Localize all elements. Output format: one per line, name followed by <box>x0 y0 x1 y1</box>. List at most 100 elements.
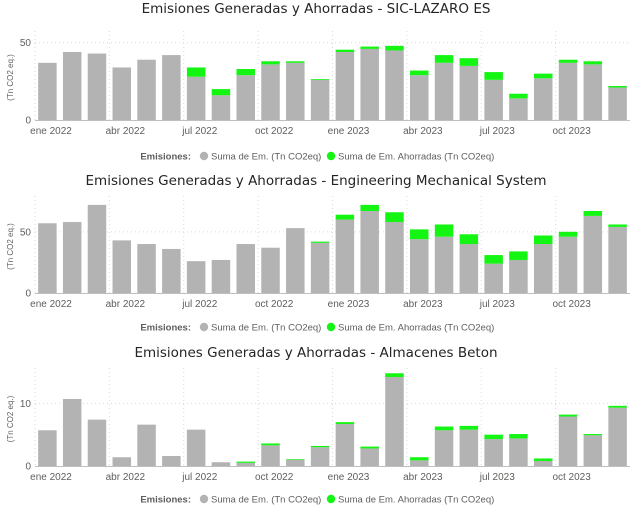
bar-saved-8[interactable] <box>211 89 231 96</box>
bar-saved-22[interactable] <box>558 59 578 63</box>
bar-generated-19[interactable] <box>484 263 503 293</box>
bar-generated-13[interactable] <box>335 424 355 466</box>
bar-generated-15[interactable] <box>385 377 404 466</box>
bar-saved-19[interactable] <box>484 434 503 440</box>
bar-generated-16[interactable] <box>410 460 429 466</box>
bar-generated-10[interactable] <box>261 247 280 293</box>
bar-saved-19[interactable] <box>484 255 503 264</box>
bar-saved-7[interactable] <box>186 67 206 77</box>
bar-generated-2[interactable] <box>62 398 82 466</box>
bar-saved-24[interactable] <box>608 86 627 88</box>
bar-saved-14[interactable] <box>360 446 379 449</box>
bar-saved-23[interactable] <box>583 211 603 216</box>
bar-generated-5[interactable] <box>137 424 156 466</box>
bar-generated-1[interactable] <box>38 62 57 120</box>
bar-saved-16[interactable] <box>410 70 429 76</box>
bar-saved-11[interactable] <box>286 61 305 63</box>
bar-saved-10[interactable] <box>261 443 280 446</box>
bar-saved-16[interactable] <box>410 229 429 240</box>
bar-generated-16[interactable] <box>410 239 429 293</box>
bar-generated-10[interactable] <box>261 64 280 120</box>
bar-saved-22[interactable] <box>558 231 578 237</box>
bar-generated-13[interactable] <box>335 52 355 120</box>
bar-saved-16[interactable] <box>410 457 429 461</box>
bar-saved-9[interactable] <box>236 461 255 463</box>
bar-generated-14[interactable] <box>360 211 379 293</box>
bar-generated-21[interactable] <box>533 244 553 293</box>
bar-saved-17[interactable] <box>434 426 454 431</box>
bar-generated-22[interactable] <box>558 236 578 293</box>
bar-generated-15[interactable] <box>385 222 404 293</box>
bar-saved-15[interactable] <box>385 45 404 51</box>
bar-generated-3[interactable] <box>87 419 107 466</box>
legend-item-generated[interactable]: Suma de Em. (Tn CO2eq) <box>211 495 321 506</box>
bar-generated-7[interactable] <box>186 261 206 293</box>
bar-generated-13[interactable] <box>335 219 355 293</box>
bar-saved-15[interactable] <box>385 373 404 378</box>
bar-generated-6[interactable] <box>162 455 181 466</box>
bar-saved-19[interactable] <box>484 72 503 80</box>
bar-generated-22[interactable] <box>558 416 578 466</box>
bar-saved-24[interactable] <box>608 405 627 408</box>
bar-generated-19[interactable] <box>484 79 503 120</box>
legend-item-generated[interactable]: Suma de Em. (Tn CO2eq) <box>211 152 321 163</box>
bar-generated-24[interactable] <box>608 87 627 120</box>
bar-saved-21[interactable] <box>533 73 553 79</box>
bar-generated-17[interactable] <box>434 430 454 466</box>
bar-generated-11[interactable] <box>286 459 305 466</box>
bar-saved-22[interactable] <box>558 414 578 417</box>
bar-saved-9[interactable] <box>236 69 255 76</box>
bar-generated-21[interactable] <box>533 78 553 120</box>
bar-generated-22[interactable] <box>558 62 578 120</box>
bar-generated-5[interactable] <box>137 59 156 120</box>
bar-generated-2[interactable] <box>62 52 82 120</box>
bar-generated-9[interactable] <box>236 75 255 120</box>
bar-generated-1[interactable] <box>38 223 57 293</box>
bar-saved-23[interactable] <box>583 61 603 65</box>
bar-saved-12[interactable] <box>310 241 330 243</box>
bar-generated-15[interactable] <box>385 50 404 120</box>
bar-generated-3[interactable] <box>87 204 107 293</box>
bar-saved-17[interactable] <box>434 224 454 237</box>
bar-saved-14[interactable] <box>360 204 379 212</box>
bar-generated-9[interactable] <box>236 462 255 466</box>
legend-item-generated[interactable]: Suma de Em. (Tn CO2eq) <box>211 323 321 334</box>
bar-generated-5[interactable] <box>137 244 156 293</box>
bar-generated-10[interactable] <box>261 445 280 466</box>
bar-generated-11[interactable] <box>286 228 305 293</box>
bar-generated-17[interactable] <box>434 62 454 120</box>
bar-saved-21[interactable] <box>533 458 553 461</box>
bar-saved-10[interactable] <box>261 61 280 65</box>
bar-generated-18[interactable] <box>459 429 479 466</box>
bar-saved-13[interactable] <box>335 422 355 425</box>
bar-saved-13[interactable] <box>335 49 355 52</box>
bar-generated-17[interactable] <box>434 236 454 293</box>
bar-generated-16[interactable] <box>410 75 429 120</box>
bar-saved-11[interactable] <box>286 459 305 460</box>
bar-generated-23[interactable] <box>583 64 603 120</box>
bar-saved-24[interactable] <box>608 224 627 227</box>
bar-generated-23[interactable] <box>583 435 603 466</box>
bar-generated-24[interactable] <box>608 407 627 466</box>
bar-generated-12[interactable] <box>310 242 330 293</box>
bar-generated-12[interactable] <box>310 79 330 120</box>
legend-item-saved[interactable]: Suma de Em. Ahorradas (Tn CO2eq) <box>338 323 494 334</box>
bar-generated-4[interactable] <box>112 240 132 293</box>
bar-saved-18[interactable] <box>459 425 479 430</box>
bar-saved-23[interactable] <box>583 434 603 436</box>
bar-generated-3[interactable] <box>87 53 107 120</box>
bar-generated-4[interactable] <box>112 457 132 466</box>
bar-generated-1[interactable] <box>38 430 57 466</box>
bar-generated-2[interactable] <box>62 222 82 293</box>
bar-generated-4[interactable] <box>112 67 132 120</box>
bar-generated-20[interactable] <box>509 259 528 293</box>
bar-generated-14[interactable] <box>360 448 379 466</box>
bar-generated-14[interactable] <box>360 48 379 121</box>
bar-generated-11[interactable] <box>286 62 305 120</box>
bar-generated-21[interactable] <box>533 460 553 466</box>
bar-saved-20[interactable] <box>509 251 528 260</box>
bar-saved-15[interactable] <box>385 212 404 223</box>
bar-generated-6[interactable] <box>162 248 181 293</box>
bar-generated-6[interactable] <box>162 55 181 120</box>
bar-generated-24[interactable] <box>608 226 627 293</box>
